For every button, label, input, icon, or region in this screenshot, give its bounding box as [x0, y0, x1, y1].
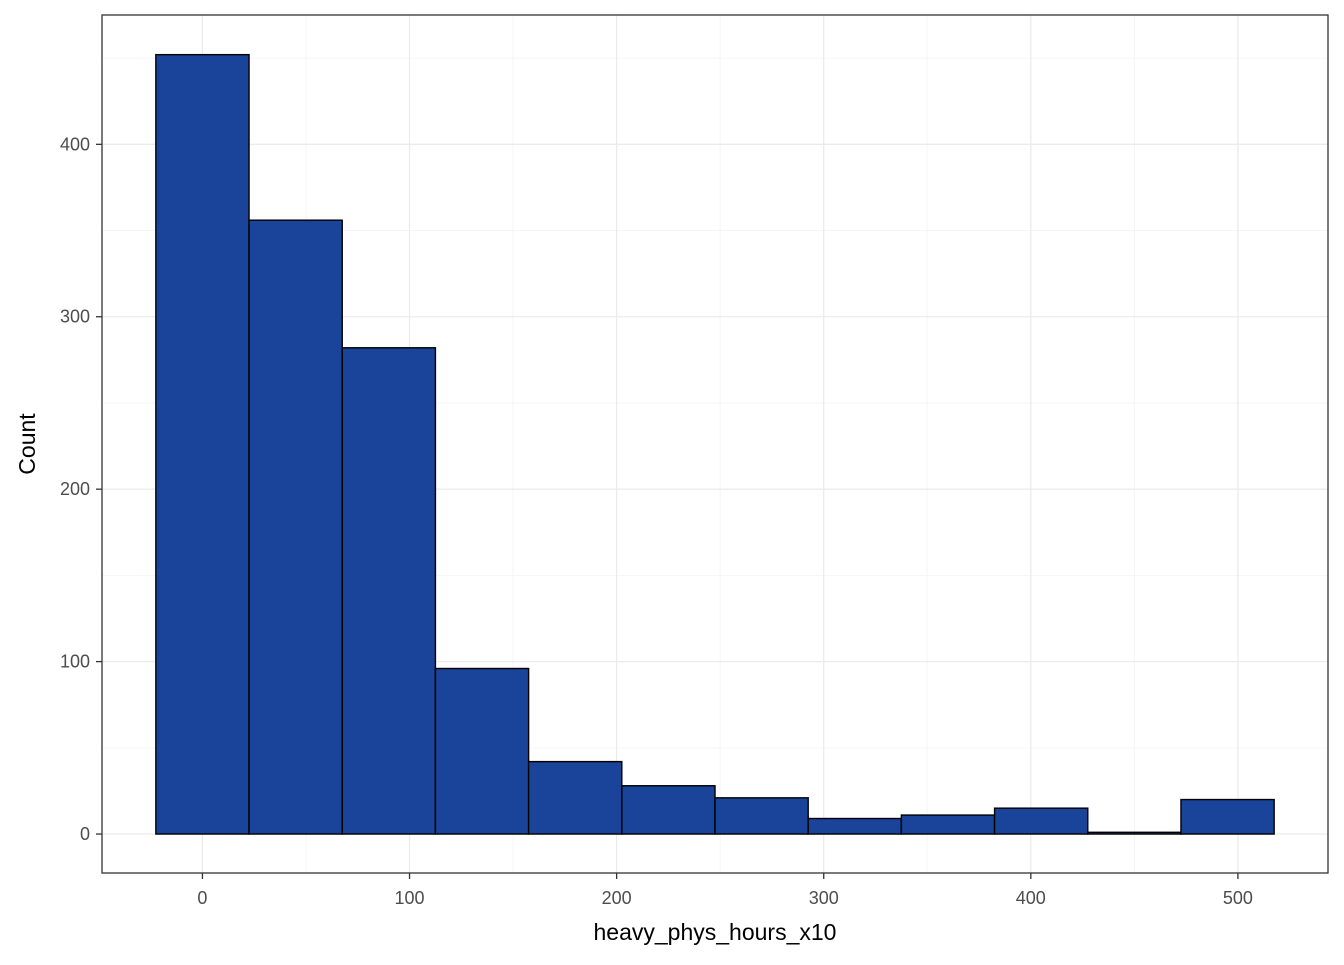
y-axis-title: Count — [14, 413, 40, 475]
x-tick-label: 200 — [602, 888, 632, 908]
y-tick-label: 400 — [60, 134, 90, 154]
x-tick-label: 0 — [197, 888, 207, 908]
x-tick-label: 400 — [1016, 888, 1046, 908]
histogram-bar — [248, 219, 343, 835]
panel-border — [101, 14, 1329, 874]
histogram-bar — [527, 760, 623, 835]
x-tick-label: 500 — [1223, 888, 1253, 908]
histogram-bar — [434, 667, 530, 835]
histogram-bar — [714, 797, 809, 835]
histogram-bar — [1087, 831, 1182, 835]
y-tick-label: 100 — [60, 652, 90, 672]
x-tick-label: 100 — [395, 888, 425, 908]
histogram-bar — [807, 817, 903, 835]
histogram-bar — [155, 53, 250, 835]
y-tick-label: 0 — [80, 824, 90, 844]
histogram-bar — [341, 347, 437, 835]
histogram-bars — [155, 53, 1275, 835]
y-axis: 0 100 200 300 400 — [60, 134, 102, 844]
x-axis-title: heavy_phys_hours_x10 — [594, 919, 837, 945]
x-tick-label: 300 — [809, 888, 839, 908]
y-tick-label: 300 — [60, 307, 90, 327]
x-axis: 0 100 200 300 400 500 — [197, 873, 1253, 908]
histogram-bar — [900, 814, 996, 835]
histogram-bar — [621, 785, 716, 835]
histogram-bar — [1180, 798, 1275, 835]
y-tick-label: 200 — [60, 479, 90, 499]
histogram-bar — [993, 807, 1089, 835]
